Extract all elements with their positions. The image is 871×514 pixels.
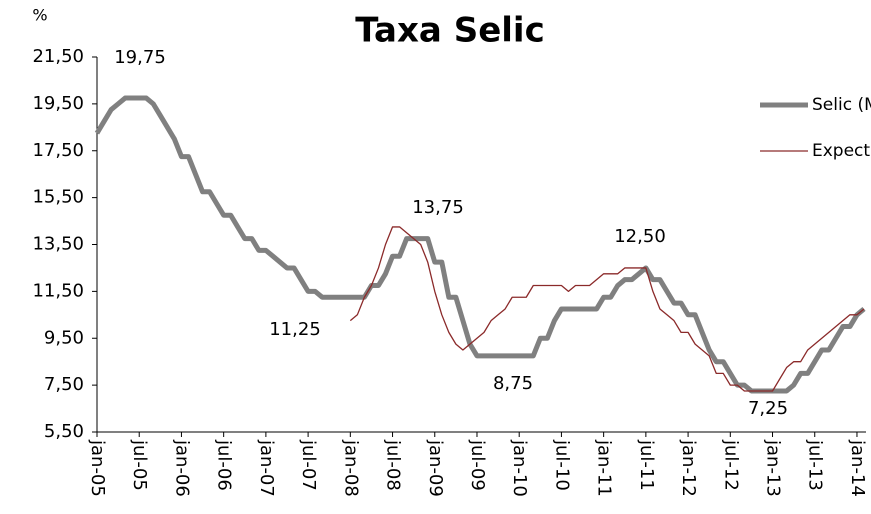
annotation: 12,50 (614, 226, 666, 247)
x-tick-label: jan-11 (594, 439, 615, 497)
series-line (349, 226, 865, 392)
x-tick-label: jan-09 (425, 439, 446, 497)
y-axis-label: % (32, 6, 47, 25)
y-tick-label: 13,50 (32, 234, 84, 255)
x-tick-label: jan-08 (340, 439, 361, 497)
x-tick-label: jul-12 (720, 439, 741, 491)
y-tick-label: 21,50 (32, 46, 84, 67)
x-tick-label: jul-07 (298, 439, 319, 491)
annotation: 19,75 (114, 47, 166, 68)
x-tick-label: jul-09 (467, 439, 488, 491)
x-tick-label: jan-14 (847, 439, 868, 497)
x-tick-label: jul-11 (636, 439, 657, 491)
annotation: 7,25 (748, 398, 788, 419)
legend-label: Selic (Meta) (812, 95, 871, 115)
x-tick-label: jan-07 (256, 439, 277, 497)
x-tick-label: jan-05 (87, 439, 108, 497)
annotation: 13,75 (412, 197, 464, 218)
x-tick-label: jul-06 (214, 439, 235, 491)
x-tick-label: jul-10 (551, 439, 572, 491)
x-tick-label: jan-13 (763, 439, 784, 497)
annotation: 11,25 (269, 319, 321, 340)
y-tick-label: 9,50 (44, 327, 84, 348)
y-tick-label: 17,50 (32, 140, 84, 161)
series-line (94, 95, 866, 394)
y-tick-label: 7,50 (44, 374, 84, 395)
x-tick-label: jul-05 (129, 439, 150, 491)
x-tick-label: jul-13 (805, 439, 826, 491)
x-tick-label: jul-08 (383, 439, 404, 491)
y-tick-label: 19,50 (32, 93, 84, 114)
legend-label: Expectativa (812, 141, 871, 161)
x-tick-label: jan-12 (678, 439, 699, 497)
x-tick-label: jan-06 (171, 439, 192, 497)
y-tick-label: 15,50 (32, 187, 84, 208)
y-tick-label: 11,50 (32, 280, 84, 301)
chart-title: Taxa Selic (355, 11, 544, 51)
annotation: 8,75 (493, 373, 533, 394)
y-tick-label: 5,50 (44, 421, 84, 442)
x-tick-label: jan-10 (509, 439, 530, 497)
